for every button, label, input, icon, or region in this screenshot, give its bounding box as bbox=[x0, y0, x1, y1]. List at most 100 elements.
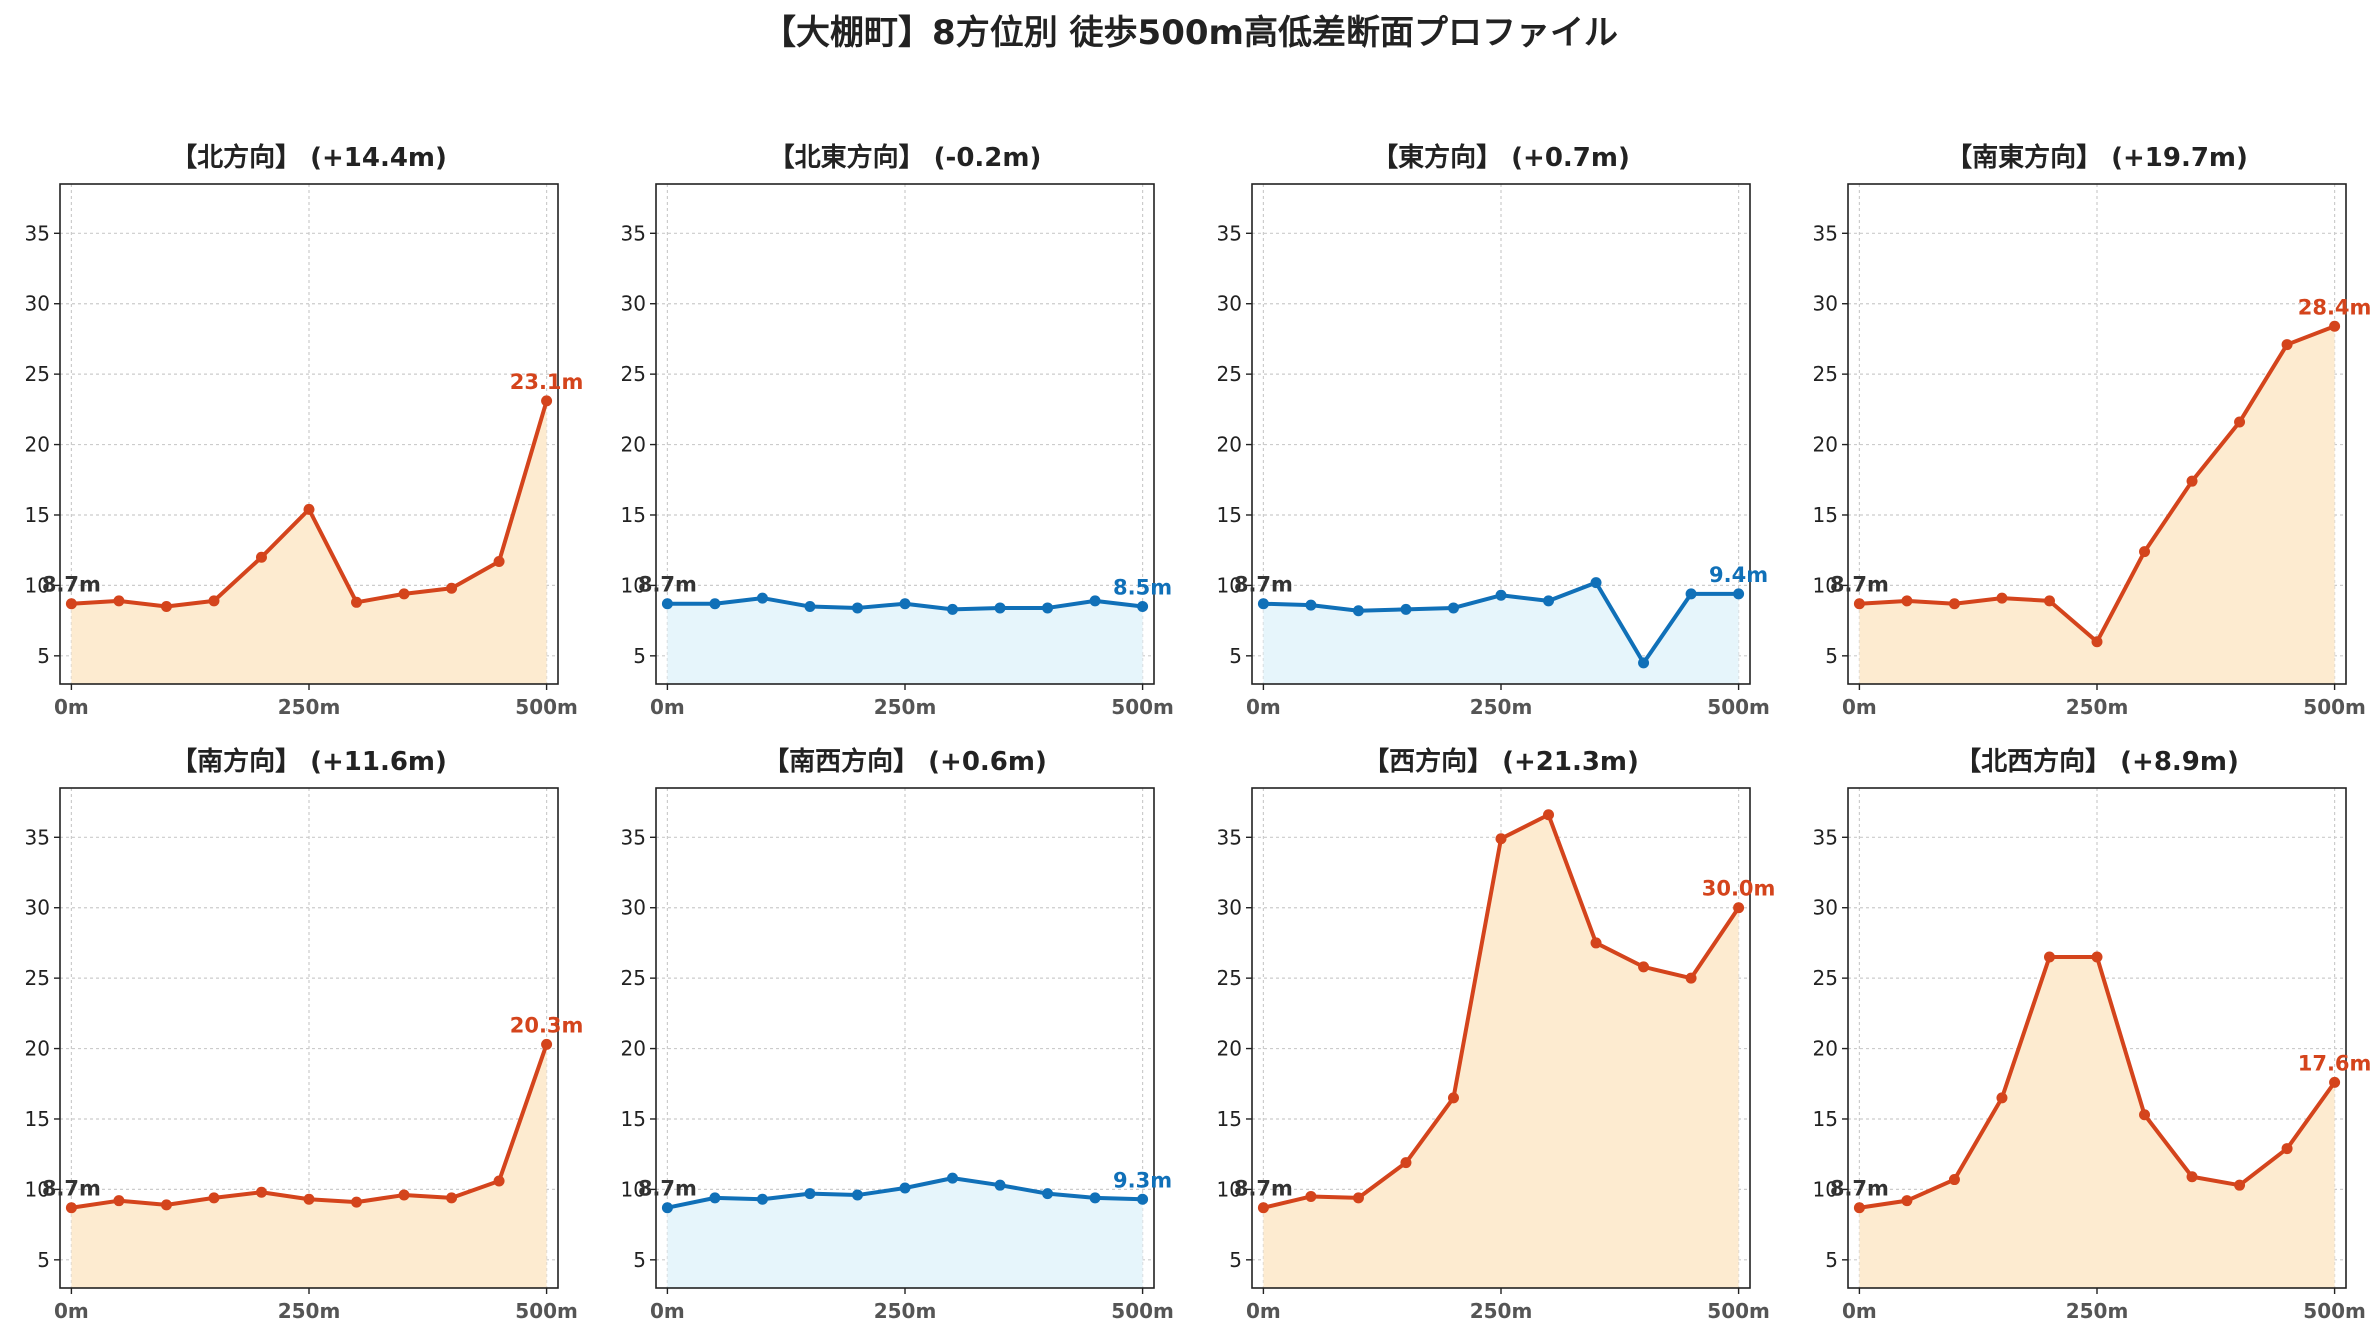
data-point bbox=[756, 1193, 768, 1205]
data-point bbox=[1305, 1190, 1317, 1202]
y-tick-label: 30 bbox=[1813, 292, 1838, 316]
chart-panel-5: 【南西方向】 (+0.6m) 5 10 15 20 25 30 35 0m 250m 500m 8.7… bbox=[621, 746, 1174, 1323]
y-tick-label: 5 bbox=[1229, 1248, 1242, 1272]
y-tick-label: 35 bbox=[1217, 825, 1242, 849]
data-point bbox=[1137, 601, 1149, 613]
data-point bbox=[1447, 1092, 1459, 1104]
y-tick-label: 35 bbox=[621, 825, 646, 849]
data-point bbox=[446, 1192, 458, 1204]
panel-title: 【南西方向】 (+0.6m) bbox=[763, 746, 1047, 777]
area-fill bbox=[667, 1178, 1143, 1288]
data-point bbox=[804, 1188, 816, 1200]
panel-title: 【北西方向】 (+8.9m) bbox=[1955, 746, 2239, 777]
data-point bbox=[2091, 636, 2103, 648]
data-point bbox=[208, 595, 220, 607]
data-point bbox=[493, 555, 505, 567]
y-tick-label: 5 bbox=[37, 1248, 50, 1272]
data-point bbox=[541, 395, 553, 407]
data-point bbox=[1447, 602, 1459, 614]
data-point bbox=[1400, 603, 1412, 615]
y-tick-label: 35 bbox=[621, 221, 646, 245]
y-tick-label: 30 bbox=[1217, 896, 1242, 920]
y-tick-label: 20 bbox=[1813, 433, 1838, 457]
data-point bbox=[2281, 1143, 2293, 1155]
y-tick-label: 25 bbox=[1217, 966, 1242, 990]
y-tick-label: 35 bbox=[1813, 825, 1838, 849]
data-point bbox=[709, 598, 721, 610]
end-label: 9.3m bbox=[1113, 1168, 1172, 1192]
area-fill bbox=[1859, 326, 2335, 684]
data-point bbox=[2043, 595, 2055, 607]
y-tick-label: 10 bbox=[25, 1177, 50, 1201]
area-fill bbox=[1263, 814, 1739, 1288]
data-point bbox=[1685, 588, 1697, 600]
data-point bbox=[1089, 1192, 1101, 1204]
start-label: 8.7m bbox=[1830, 1177, 1889, 1201]
y-tick-label: 10 bbox=[1813, 1177, 1838, 1201]
data-point bbox=[804, 601, 816, 613]
y-tick-label: 5 bbox=[633, 644, 646, 668]
chart-panel-0: 【北方向】 (+14.4m) 5 10 15 20 25 30 35 0m 250m 500m 8.7… bbox=[25, 142, 584, 719]
data-point bbox=[1352, 1192, 1364, 1204]
x-tick-label: 250m bbox=[1470, 1299, 1533, 1323]
data-point bbox=[208, 1192, 220, 1204]
x-tick-label: 500m bbox=[515, 1299, 578, 1323]
data-point bbox=[1257, 1202, 1269, 1214]
data-point bbox=[1543, 595, 1555, 607]
chart-panel-7: 【北西方向】 (+8.9m) 5 10 15 20 25 30 35 0m 250m 500m 8.7… bbox=[1813, 746, 2372, 1323]
data-point bbox=[160, 1199, 172, 1211]
chart-panel-4: 【南方向】 (+11.6m) 5 10 15 20 25 30 35 0m 250m 500m 8.7… bbox=[25, 746, 584, 1323]
data-point bbox=[1352, 605, 1364, 617]
data-point bbox=[756, 592, 768, 604]
data-point bbox=[398, 588, 410, 600]
y-tick-label: 20 bbox=[1813, 1037, 1838, 1061]
y-tick-label: 5 bbox=[1229, 644, 1242, 668]
y-tick-label: 15 bbox=[621, 503, 646, 527]
data-point bbox=[255, 551, 267, 563]
y-tick-label: 30 bbox=[621, 292, 646, 316]
data-point bbox=[1137, 1193, 1149, 1205]
data-point bbox=[1853, 1202, 1865, 1214]
y-tick-label: 35 bbox=[25, 825, 50, 849]
data-point bbox=[1733, 588, 1745, 600]
x-tick-label: 0m bbox=[650, 1299, 685, 1323]
data-point bbox=[899, 598, 911, 610]
y-tick-label: 35 bbox=[1813, 221, 1838, 245]
y-tick-label: 20 bbox=[25, 433, 50, 457]
data-point bbox=[1590, 577, 1602, 589]
data-point bbox=[1590, 937, 1602, 949]
end-label: 30.0m bbox=[1702, 877, 1776, 901]
y-tick-label: 30 bbox=[1813, 896, 1838, 920]
data-point bbox=[1305, 599, 1317, 611]
data-point bbox=[2329, 320, 2341, 332]
chart-panel-3: 【南東方向】 (+19.7m) 5 10 15 20 25 30 35 0m 250m 500m 8.… bbox=[1813, 142, 2372, 719]
start-label: 8.7m bbox=[42, 573, 101, 597]
y-tick-label: 20 bbox=[1217, 433, 1242, 457]
x-tick-label: 500m bbox=[1707, 695, 1770, 719]
y-tick-label: 15 bbox=[1217, 503, 1242, 527]
y-tick-label: 30 bbox=[25, 896, 50, 920]
y-tick-label: 10 bbox=[1217, 573, 1242, 597]
data-point bbox=[255, 1186, 267, 1198]
data-point bbox=[2281, 339, 2293, 351]
data-point bbox=[1996, 1092, 2008, 1104]
x-tick-label: 0m bbox=[54, 1299, 89, 1323]
data-point bbox=[1257, 598, 1269, 610]
data-point bbox=[1901, 1195, 1913, 1207]
data-point bbox=[541, 1038, 553, 1050]
y-tick-label: 25 bbox=[25, 362, 50, 386]
y-tick-label: 15 bbox=[1813, 1107, 1838, 1131]
data-point bbox=[351, 1196, 363, 1208]
data-point bbox=[2234, 416, 2246, 428]
y-tick-label: 20 bbox=[1217, 1037, 1242, 1061]
data-point bbox=[1685, 972, 1697, 984]
data-point bbox=[65, 1202, 77, 1214]
y-tick-label: 10 bbox=[25, 573, 50, 597]
end-label: 28.4m bbox=[2298, 295, 2372, 319]
y-tick-label: 10 bbox=[1217, 1177, 1242, 1201]
data-point bbox=[160, 601, 172, 613]
x-tick-label: 250m bbox=[2066, 695, 2129, 719]
y-tick-label: 20 bbox=[621, 433, 646, 457]
x-tick-label: 250m bbox=[278, 1299, 341, 1323]
